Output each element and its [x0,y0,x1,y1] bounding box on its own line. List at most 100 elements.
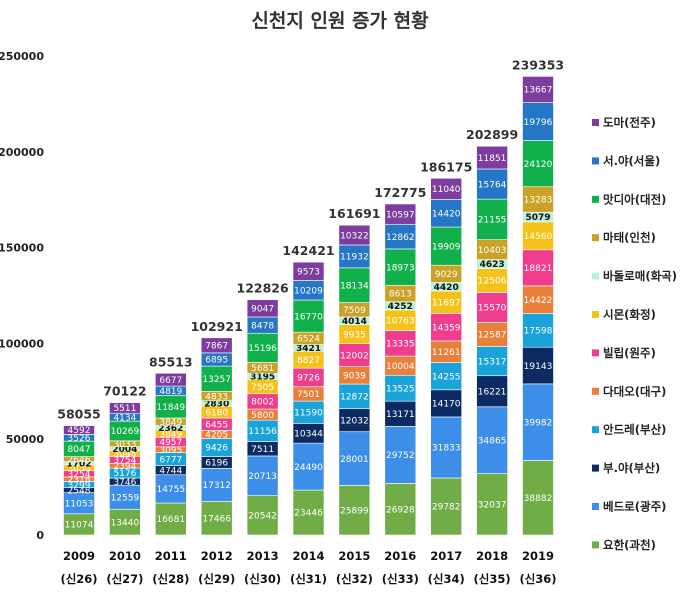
segment-value-label: 23446 [294,509,323,519]
bar-segment [522,76,554,103]
bar-group-2009: 11074 11053 254832992318325430301702264680… [57,407,101,536]
segment-value-label: 19796 [524,118,553,128]
y-tick-label: 50000 [6,433,45,446]
bar-total-label: 142421 [282,243,334,258]
segment-value-label: 26928 [386,505,415,515]
bar-segment [200,337,233,354]
segment-value-label: 17312 [202,481,231,491]
segment-value-label: 10209 [294,286,323,296]
segment-value-label: 9039 [343,372,366,382]
segment-value-label: 4833 [205,392,228,402]
segment-value-label: 11849 [156,403,185,413]
bar-segment [292,299,325,333]
segment-value-label: 11053 [65,499,94,509]
segment-value-label: 11261 [432,348,461,358]
segment-value-label: 3849 [159,430,182,440]
legend-item: 빌립(원주) [592,346,656,360]
segment-value-label: 11040 [432,185,461,195]
segment-value-label: 14560 [524,232,553,242]
y-axis: 0 50000 100000 150000 200000 250000 [0,50,44,542]
segment-value-label: 18973 [386,263,415,273]
segment-value-label: 12506 [478,277,507,287]
segment-value-label: 4623 [480,260,505,270]
legend-swatch [592,349,599,357]
segment-value-label: 3421 [296,344,321,354]
segment-value-label: 6196 [205,459,228,469]
segment-value-label: 34865 [478,436,507,446]
segment-value-label: 7505 [251,383,274,393]
x-tick-label: 2010 [109,549,141,563]
legend-item: 서.야(서울) [592,154,660,168]
bar-segment [200,365,233,392]
x-tick-sublabel: (신36) [519,572,556,586]
segment-value-label: 4420 [434,283,459,293]
segment-value-label: 13257 [202,375,231,385]
x-tick-label: 2018 [476,549,508,563]
segment-value-label: 17466 [202,514,231,524]
segment-value-label: 3095 [159,446,182,456]
legend-item: 요한(과천) [592,538,656,552]
segment-value-label: 3048 [113,450,136,460]
segment-value-label: 14422 [524,296,553,306]
segment-value-label: 11590 [294,408,323,418]
segment-value-label: 6677 [159,376,182,386]
x-tick-sublabel: (신27) [106,572,143,586]
bar-group-2019: 38882 39982 19143 17598 14422 18821 14560 5079 1… [512,57,564,536]
bar-group-2014: 23446 24490 10344 11590 7501 9726 8827 34216524… [282,243,335,536]
segment-value-label: 11074 [65,521,94,531]
segment-value-label: 7511 [251,445,274,455]
segment-value-label: 29782 [432,503,461,513]
x-tick-sublabel: (신31) [290,572,327,586]
legend-label: 바돌로매(화곡) [603,269,677,283]
segment-value-label: 31833 [432,444,461,454]
segment-value-label: 3033 [113,440,136,450]
legend-item: 베드로(광주) [592,500,666,514]
bar-segment [476,346,508,377]
segment-value-label: 10403 [478,246,507,256]
segment-value-label: 12559 [111,493,140,503]
x-tick-label: 2011 [155,549,187,563]
segment-value-label: 24120 [524,160,553,170]
bar-segment [63,425,95,435]
x-tick-label: 2012 [201,549,233,563]
segment-value-label: 8478 [251,321,274,331]
bar-segment [109,402,141,414]
segment-value-label: 1702 [66,459,91,469]
y-tick-label: 200000 [0,146,44,159]
x-tick-label: 2014 [292,549,324,563]
segment-value-label: 29752 [386,451,415,461]
segment-value-label: 11697 [432,298,461,308]
segment-value-label: 3195 [250,373,275,383]
bar-segment [338,224,371,246]
segment-value-label: 12587 [478,331,507,341]
legend-label: 맛디아(대전) [603,192,666,206]
legend-swatch [592,195,599,203]
bar-segment [384,330,417,357]
segment-value-label: 10322 [340,231,369,241]
bar-total-label: 85513 [149,354,193,369]
bar-total-label: 172775 [374,185,426,200]
bar-segment [430,313,463,342]
bar-segment [522,186,554,213]
x-tick-sublabel: (신34) [428,572,465,586]
segment-value-label: 28001 [340,455,369,465]
legend-swatch [592,426,599,434]
bar-segment [430,416,463,479]
segment-value-label: 9935 [343,330,366,340]
segment-value-label: 20713 [248,472,277,482]
legend-label: 도마(전주) [603,116,656,130]
segment-value-label: 4819 [159,387,182,397]
segment-value-label: 4744 [159,466,182,476]
x-tick-label: 2013 [247,549,279,563]
bar-total-label: 202899 [466,127,518,142]
y-tick-label: 0 [36,529,44,542]
bar-segment [292,442,325,491]
bar-total-label: 70122 [103,384,147,399]
bar-group-2017: 29782 31833 14170 14255 11261 14359 11697 4420 9… [420,159,472,536]
bar-segment [384,203,417,225]
segment-value-label: 7501 [297,390,320,400]
segment-value-label: 10004 [386,362,415,372]
legend-swatch [592,234,599,242]
